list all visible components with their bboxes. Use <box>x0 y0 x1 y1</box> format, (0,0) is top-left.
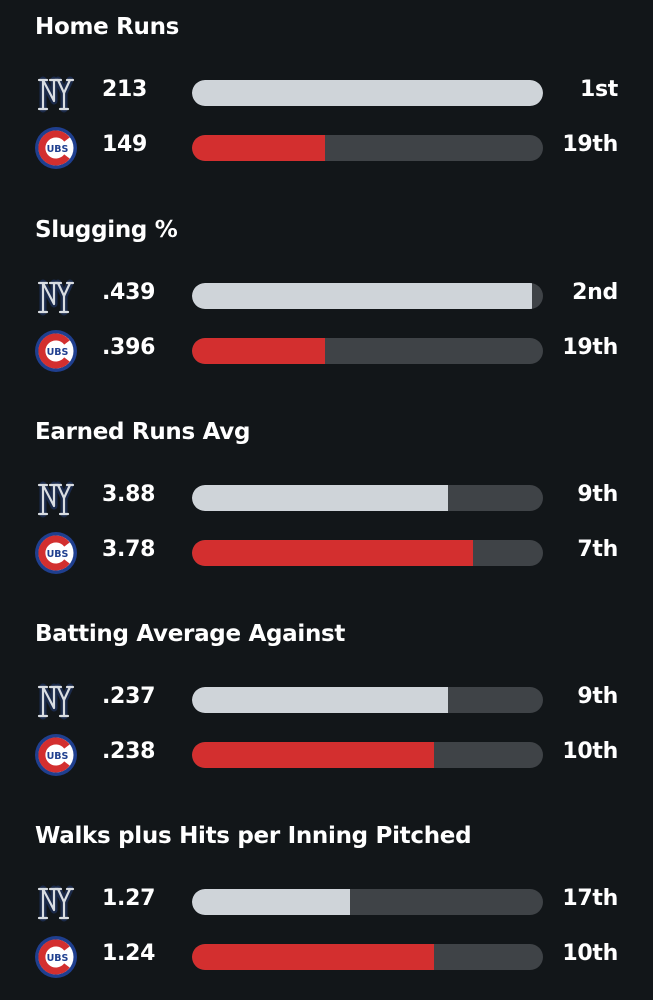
stat-bar-fill <box>192 485 449 511</box>
cubs-logo-icon: UBS <box>34 329 78 373</box>
yankees-logo-icon <box>34 274 78 318</box>
stat-bar <box>192 485 543 511</box>
stat-row-cubs: UBS 1.24 10th <box>0 935 653 978</box>
stat-title: Earned Runs Avg <box>35 419 251 445</box>
svg-text:UBS: UBS <box>47 549 69 560</box>
stat-row-cubs: UBS 149 19th <box>0 126 653 169</box>
svg-text:UBS: UBS <box>47 751 69 762</box>
yankees-logo-icon <box>34 476 78 520</box>
yankees-logo-icon <box>34 880 78 924</box>
stat-bar <box>192 944 543 970</box>
stat-bar <box>192 687 543 713</box>
stat-title: Slugging % <box>35 217 178 243</box>
stat-row-yankees: 1.27 17th <box>0 880 653 922</box>
stat-value: 149 <box>102 132 148 157</box>
stat-bar <box>192 338 543 364</box>
cubs-logo-icon: UBS <box>34 733 78 777</box>
stat-value: .238 <box>102 739 156 764</box>
stat-bar-fill <box>192 944 435 970</box>
stat-rank: 7th <box>577 537 618 562</box>
stat-value: .237 <box>102 684 156 709</box>
stat-bar <box>192 540 543 566</box>
stat-row-yankees: 213 1st <box>0 71 653 113</box>
stat-bar <box>192 742 543 768</box>
stat-bar-fill <box>192 135 326 161</box>
stat-bar-fill <box>192 687 449 713</box>
stat-rank: 9th <box>577 684 618 709</box>
stat-row-yankees: .237 9th <box>0 678 653 720</box>
stat-rank: 9th <box>577 482 618 507</box>
stat-value: 3.78 <box>102 537 156 562</box>
stat-value: .439 <box>102 280 156 305</box>
stat-value: 1.27 <box>102 886 156 911</box>
stat-bar-fill <box>192 742 435 768</box>
cubs-logo-icon: UBS <box>34 126 78 170</box>
stat-rank: 19th <box>562 132 618 157</box>
stat-title: Batting Average Against <box>35 621 346 647</box>
svg-text:UBS: UBS <box>47 347 69 358</box>
svg-text:UBS: UBS <box>47 144 69 155</box>
stat-rank: 19th <box>562 335 618 360</box>
stat-bar-fill <box>192 540 473 566</box>
stat-rank: 10th <box>562 739 618 764</box>
cubs-logo-icon: UBS <box>34 935 78 979</box>
stat-bar-fill <box>192 889 350 915</box>
stat-bar <box>192 889 543 915</box>
stat-bar-fill <box>192 338 326 364</box>
stat-value: 1.24 <box>102 941 156 966</box>
yankees-logo-icon <box>34 71 78 115</box>
stat-bar <box>192 80 543 106</box>
stat-rank: 2nd <box>572 280 618 305</box>
stat-bar-fill <box>192 283 533 309</box>
stat-rank: 1st <box>579 77 618 102</box>
stat-value: 213 <box>102 77 148 102</box>
stat-row-cubs: UBS .238 10th <box>0 733 653 776</box>
stat-row-yankees: 3.88 9th <box>0 476 653 518</box>
stat-bar-fill <box>192 80 543 106</box>
stat-row-yankees: .439 2nd <box>0 274 653 316</box>
stat-bar <box>192 135 543 161</box>
stat-value: 3.88 <box>102 482 156 507</box>
stat-title: Home Runs <box>35 14 180 40</box>
svg-text:UBS: UBS <box>47 953 69 964</box>
stat-rank: 10th <box>562 941 618 966</box>
yankees-logo-icon <box>34 678 78 722</box>
stat-bar <box>192 283 543 309</box>
stat-row-cubs: UBS .396 19th <box>0 329 653 372</box>
stat-row-cubs: UBS 3.78 7th <box>0 531 653 574</box>
cubs-logo-icon: UBS <box>34 531 78 575</box>
stat-rank: 17th <box>562 886 618 911</box>
stat-value: .396 <box>102 335 156 360</box>
stat-title: Walks plus Hits per Inning Pitched <box>35 823 472 849</box>
